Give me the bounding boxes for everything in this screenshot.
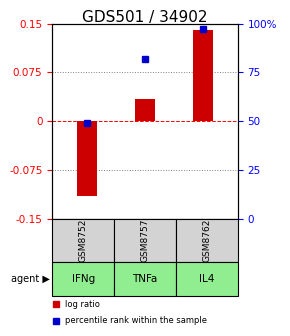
- Text: GSM8762: GSM8762: [202, 219, 211, 262]
- FancyBboxPatch shape: [114, 262, 176, 296]
- Text: GDS501 / 34902: GDS501 / 34902: [82, 10, 208, 25]
- Text: GSM8752: GSM8752: [79, 219, 88, 262]
- FancyBboxPatch shape: [52, 262, 114, 296]
- Text: IL4: IL4: [199, 274, 215, 284]
- Text: TNFa: TNFa: [132, 274, 158, 284]
- Bar: [193, 30, 213, 121]
- FancyBboxPatch shape: [176, 219, 238, 262]
- Text: agent ▶: agent ▶: [12, 274, 50, 284]
- Bar: [135, 98, 155, 121]
- FancyBboxPatch shape: [52, 219, 114, 262]
- Text: IFNg: IFNg: [72, 274, 95, 284]
- Bar: [77, 121, 97, 196]
- Text: GSM8757: GSM8757: [140, 219, 150, 262]
- Text: log ratio: log ratio: [65, 300, 100, 308]
- Text: percentile rank within the sample: percentile rank within the sample: [65, 317, 207, 325]
- FancyBboxPatch shape: [176, 262, 238, 296]
- FancyBboxPatch shape: [114, 219, 176, 262]
